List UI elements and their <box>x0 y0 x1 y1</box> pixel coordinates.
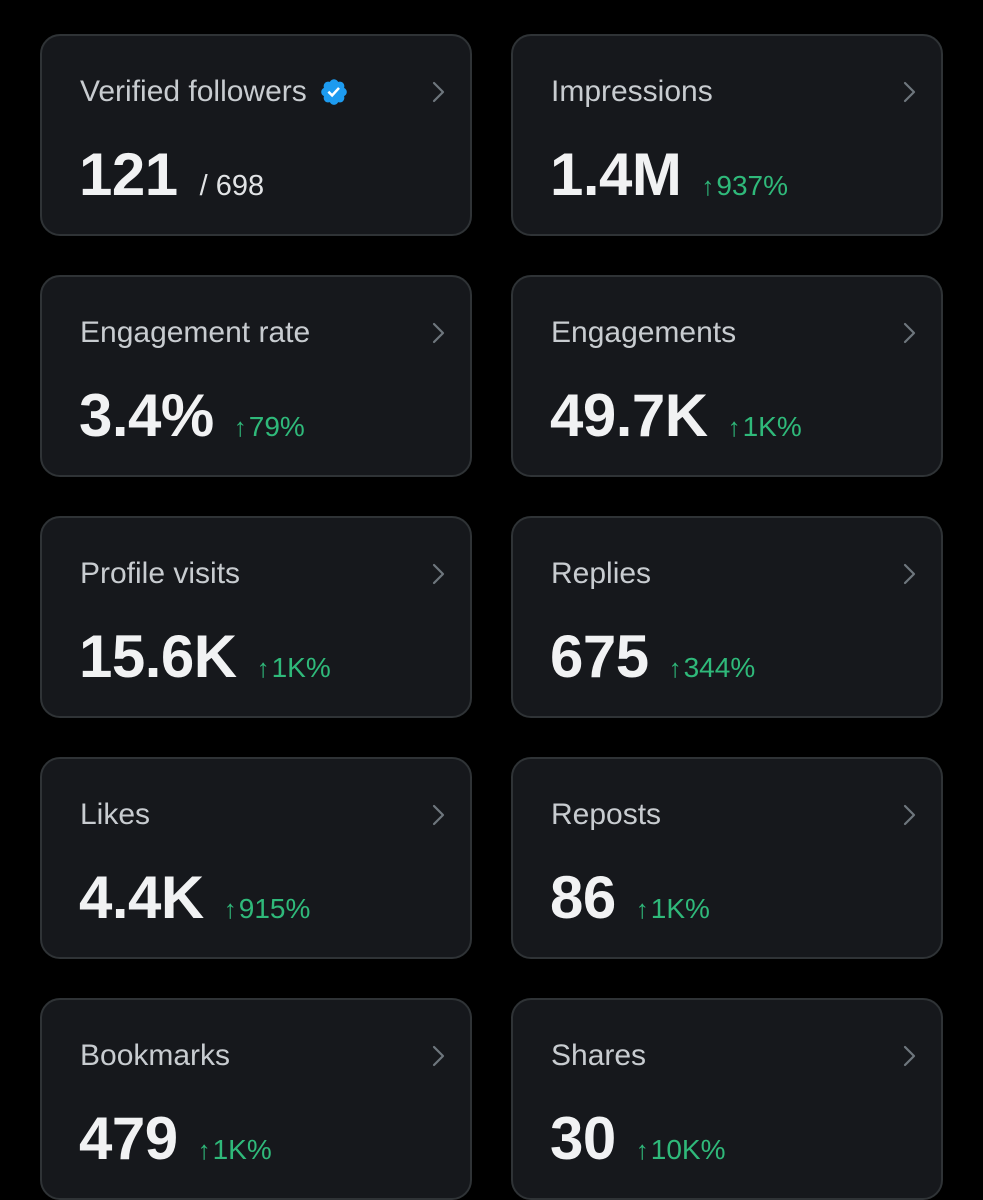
arrow-up-icon: ↑ <box>256 653 270 683</box>
metric-value: 30 <box>550 1105 616 1172</box>
metric-label: Engagements <box>551 316 737 349</box>
verified-badge-icon <box>319 77 349 107</box>
metric-delta: ↑ 79% <box>234 411 305 443</box>
metric-delta-value: 344% <box>683 652 756 683</box>
chevron-right-icon <box>426 80 450 104</box>
metric-value-row: 1.4M ↑ 937% <box>550 140 788 210</box>
metric-delta-value: 1K% <box>650 893 710 924</box>
metric-label-wrapper: Engagements <box>551 315 736 351</box>
metric-value: 3.4% <box>79 382 214 449</box>
metric-delta: ↑ 915% <box>224 893 311 925</box>
metric-value: 86 <box>550 864 616 931</box>
metric-label-wrapper: Replies <box>551 556 651 592</box>
metric-value-row: 86 ↑ 1K% <box>550 863 710 933</box>
metric-card-replies[interactable]: Replies 675 ↑ 344% <box>511 516 943 718</box>
metric-value: 15.6K <box>79 623 237 690</box>
arrow-up-icon: ↑ <box>635 894 649 924</box>
metric-label: Replies <box>551 557 652 590</box>
chevron-right-icon <box>426 562 450 586</box>
metric-label-wrapper: Profile visits <box>80 556 240 592</box>
arrow-up-icon: ↑ <box>668 653 682 683</box>
metric-card-engagements[interactable]: Engagements 49.7K ↑ 1K% <box>511 275 943 477</box>
metric-card-verified-followers[interactable]: Verified followers 121 / 698 <box>40 34 472 236</box>
metric-label-wrapper: Likes <box>80 797 150 833</box>
metric-value: 1.4M <box>550 141 682 208</box>
metric-value-row: 3.4% ↑ 79% <box>79 381 305 451</box>
metric-total: / 698 <box>199 170 265 202</box>
metric-delta: ↑ 1K% <box>636 893 710 925</box>
metric-value-row: 4.4K ↑ 915% <box>79 863 310 933</box>
metric-card-reposts[interactable]: Reposts 86 ↑ 1K% <box>511 757 943 959</box>
metric-value: 675 <box>550 623 649 690</box>
metric-value-row: 121 / 698 <box>79 140 264 210</box>
chevron-right-icon <box>897 562 921 586</box>
arrow-up-icon: ↑ <box>635 1135 649 1165</box>
metric-value: 479 <box>79 1105 178 1172</box>
metric-label: Verified followers <box>80 75 307 108</box>
metric-value: 121 <box>79 141 178 208</box>
metric-value-row: 675 ↑ 344% <box>550 622 755 692</box>
metric-delta-value: 1K% <box>742 411 802 442</box>
chevron-right-icon <box>897 803 921 827</box>
metrics-grid: Verified followers 121 / 698 Impressions… <box>40 34 943 1200</box>
arrow-up-icon: ↑ <box>223 894 237 924</box>
chevron-right-icon <box>897 321 921 345</box>
metric-value-row: 49.7K ↑ 1K% <box>550 381 802 451</box>
metric-delta-value: 10K% <box>650 1134 726 1165</box>
metric-value-row: 479 ↑ 1K% <box>79 1104 272 1174</box>
metric-delta-value: 1K% <box>271 652 331 683</box>
metric-label-wrapper: Bookmarks <box>80 1038 230 1074</box>
metric-card-bookmarks[interactable]: Bookmarks 479 ↑ 1K% <box>40 998 472 1200</box>
chevron-right-icon <box>426 803 450 827</box>
metric-label: Impressions <box>551 75 713 108</box>
metric-label-wrapper: Reposts <box>551 797 661 833</box>
metric-delta: ↑ 1K% <box>198 1134 272 1166</box>
metric-label: Reposts <box>551 798 662 831</box>
metric-label-wrapper: Engagement rate <box>80 315 310 351</box>
metric-value: 49.7K <box>550 382 708 449</box>
metric-delta: ↑ 937% <box>701 170 788 202</box>
metric-card-likes[interactable]: Likes 4.4K ↑ 915% <box>40 757 472 959</box>
metric-card-shares[interactable]: Shares 30 ↑ 10K% <box>511 998 943 1200</box>
chevron-right-icon <box>426 321 450 345</box>
metric-delta: ↑ 344% <box>669 652 756 684</box>
chevron-right-icon <box>897 80 921 104</box>
metric-value-row: 15.6K ↑ 1K% <box>79 622 331 692</box>
arrow-up-icon: ↑ <box>701 171 715 201</box>
metric-delta: ↑ 10K% <box>636 1134 726 1166</box>
metric-label: Engagement rate <box>80 316 311 349</box>
metric-label: Profile visits <box>80 557 241 590</box>
metric-delta: ↑ 1K% <box>728 411 802 443</box>
metric-card-engagement-rate[interactable]: Engagement rate 3.4% ↑ 79% <box>40 275 472 477</box>
metric-label-wrapper: Verified followers <box>80 74 349 110</box>
metric-label: Likes <box>80 798 151 831</box>
chevron-right-icon <box>426 1044 450 1068</box>
metric-label-wrapper: Impressions <box>551 74 713 110</box>
metric-card-profile-visits[interactable]: Profile visits 15.6K ↑ 1K% <box>40 516 472 718</box>
metric-value: 4.4K <box>79 864 204 931</box>
metric-delta: ↑ 1K% <box>257 652 331 684</box>
metric-delta-value: 915% <box>238 893 311 924</box>
metric-card-impressions[interactable]: Impressions 1.4M ↑ 937% <box>511 34 943 236</box>
chevron-right-icon <box>897 1044 921 1068</box>
arrow-up-icon: ↑ <box>197 1135 211 1165</box>
metric-label-wrapper: Shares <box>551 1038 646 1074</box>
metric-value-row: 30 ↑ 10K% <box>550 1104 725 1174</box>
metric-delta-value: 1K% <box>212 1134 272 1165</box>
arrow-up-icon: ↑ <box>233 412 247 442</box>
metric-label: Shares <box>551 1039 647 1072</box>
arrow-up-icon: ↑ <box>727 412 741 442</box>
metric-delta-value: 937% <box>716 170 789 201</box>
metric-delta-value: 79% <box>248 411 305 442</box>
metric-label: Bookmarks <box>80 1039 231 1072</box>
